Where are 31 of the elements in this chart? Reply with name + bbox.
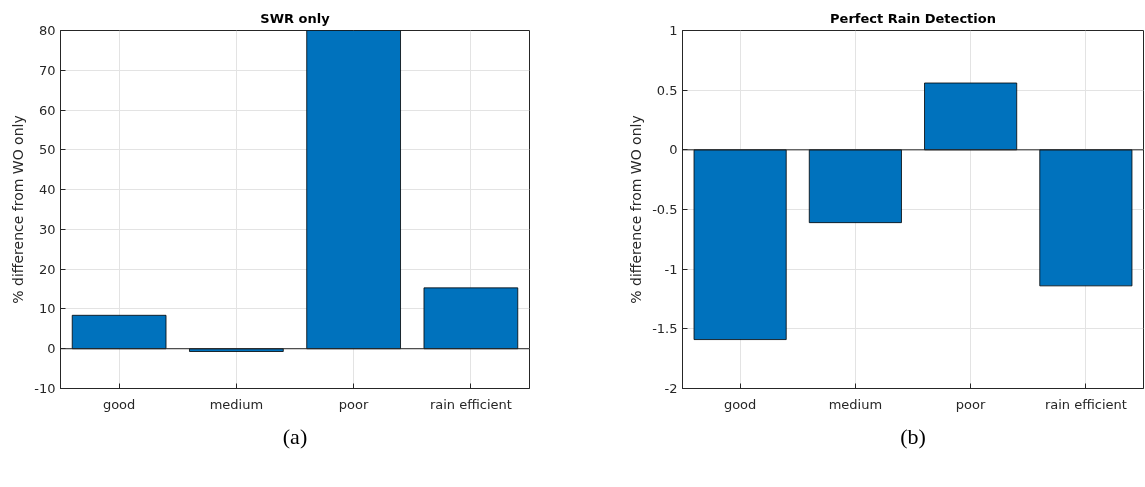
y-tick-label: 20 (38, 261, 56, 277)
y-tick-label: 80 (38, 23, 56, 38)
x-tick-label: medium (209, 396, 264, 412)
y-tick-label: 0 (669, 142, 678, 158)
x-tick-label: rain efficient (429, 396, 512, 412)
y-tick-label: 10 (38, 301, 56, 317)
y-tick-label: 40 (38, 182, 56, 198)
y-tick-label: 50 (38, 142, 56, 158)
text: (a) (282, 423, 308, 449)
y-tick-label: 60 (38, 102, 56, 118)
x-tick-label: good (102, 396, 136, 412)
y-axis-title: % difference from WO only (10, 115, 27, 304)
y-tick-label: -2 (664, 381, 678, 396)
x-tick-label: good (723, 396, 757, 412)
x-tick-label: poor (955, 396, 987, 412)
y-tick-label: 0.5 (656, 82, 678, 98)
y-tick-label: -1.5 (652, 321, 678, 337)
x-tick-label: poor (338, 396, 370, 412)
y-tick-label: 1 (669, 23, 678, 38)
y-tick-label: 70 (38, 62, 56, 78)
y-tick-label: 0 (47, 341, 56, 357)
y-tick-label: 30 (38, 221, 56, 237)
y-tick-label: -10 (34, 381, 56, 396)
text: (b) (900, 423, 926, 449)
x-tick-label: rain efficient (1044, 396, 1127, 412)
chart-title: SWR only (260, 10, 331, 26)
y-tick-label: -1 (664, 261, 678, 277)
y-axis-title: % difference from WO only (628, 115, 645, 304)
y-tick-label: -0.5 (652, 202, 678, 217)
x-tick-label: medium (828, 396, 883, 412)
chart-title: Perfect Rain Detection (830, 10, 996, 26)
